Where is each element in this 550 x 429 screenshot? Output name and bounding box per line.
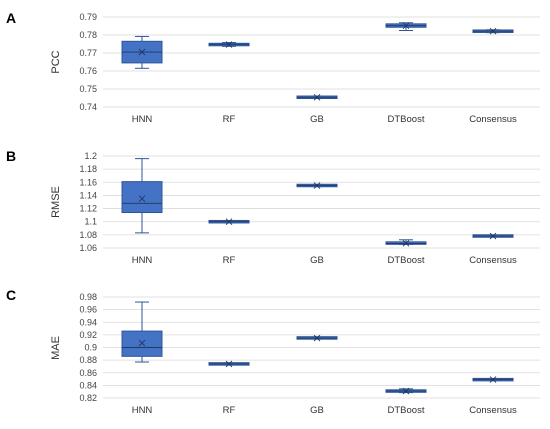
panel-b-letter: B	[6, 148, 16, 164]
mean-marker	[225, 218, 233, 226]
panel-a-category-label: HNN	[132, 114, 153, 125]
panel-b-box-consensus	[472, 232, 514, 240]
mean-marker	[489, 232, 497, 240]
panel-c-ytick-label: 0.86	[79, 368, 97, 378]
panel-a-ytick-label: 0.76	[79, 66, 97, 76]
panel-a-ytick-label: 0.75	[79, 84, 97, 94]
panel-a-category-label: DTBoost	[388, 114, 425, 125]
panel-b-ylabel: RMSE	[50, 186, 62, 218]
panel-a-category-label: Consensus	[469, 114, 517, 125]
panel-a-ytick-label: 0.79	[79, 12, 97, 22]
panel-c-box-hnn	[121, 301, 163, 363]
mean-marker	[489, 27, 497, 35]
panel-c-ytick-label: 0.88	[79, 355, 97, 365]
mean-marker	[489, 376, 497, 383]
panel-c-box-gb	[296, 334, 338, 342]
mean-marker	[138, 195, 146, 203]
panel-b-category-label: HNN	[132, 255, 153, 266]
panel-a-box-rf	[208, 41, 250, 48]
panel-c-ytick-label: 0.98	[79, 292, 97, 302]
panel-c-plot: 0.82 0.84 0.86 0.88 0.9 0.92 0.94 0.96 0.98 HNN RF…	[79, 292, 540, 416]
mean-marker	[313, 334, 321, 342]
panel-b-ytick-label: 1.16	[79, 177, 97, 187]
panel-c-category-label: DTBoost	[388, 405, 425, 416]
panel-c-ytick-label: 0.96	[79, 305, 97, 315]
panel-a-ytick-label: 0.74	[79, 102, 97, 112]
panel-c: C MAE 0.82 0.84 0.86 0.88 0.9 0.92 0.94 0.96 0.9…	[6, 287, 540, 416]
panel-c-category-label: HNN	[132, 405, 153, 416]
panel-b-category-label: GB	[310, 255, 324, 266]
panel-b-ytick-label: 1.2	[84, 151, 97, 161]
panel-a: A PCC 0.74 0.75 0.76 0.77 0.78 0.79 HNN RF GB DTB…	[6, 10, 540, 125]
panel-b-box-gb	[296, 182, 338, 189]
panel-b-ytick-label: 1.14	[79, 190, 97, 200]
panel-b-box-hnn	[121, 158, 163, 234]
panel-c-ytick-label: 0.84	[79, 380, 97, 390]
panel-c-ytick-label: 0.94	[79, 317, 97, 327]
mean-marker	[138, 48, 146, 56]
panel-a-ytick-label: 0.77	[79, 48, 97, 58]
panel-a-box-dtboost	[385, 22, 427, 31]
mean-marker	[402, 22, 410, 29]
panel-c-category-label: GB	[310, 405, 324, 416]
panel-c-box-rf	[208, 360, 250, 368]
panel-b-ytick-label: 1.18	[79, 164, 97, 174]
mean-marker	[138, 339, 146, 347]
panel-c-ytick-label: 0.82	[79, 393, 97, 403]
panel-b: B RMSE 1.06 1.08 1.1 1.12 1.14 1.16 1.18 1.2 HNN…	[6, 148, 540, 266]
panel-a-ylabel: PCC	[50, 50, 62, 73]
panel-c-category-label: Consensus	[469, 405, 517, 416]
panel-b-category-label: Consensus	[469, 255, 517, 266]
panel-a-letter: A	[6, 10, 16, 26]
iqr-box	[121, 181, 163, 214]
panel-c-ytick-label: 0.92	[79, 330, 97, 340]
panel-a-ytick-label: 0.78	[79, 30, 97, 40]
mean-marker	[225, 360, 233, 368]
panel-b-ytick-label: 1.08	[79, 230, 97, 240]
panel-b-category-label: RF	[223, 255, 236, 266]
mean-marker	[402, 239, 410, 247]
panel-b-ytick-label: 1.1	[84, 217, 97, 227]
panel-a-box-hnn	[121, 35, 163, 69]
panel-c-ytick-label: 0.9	[84, 343, 97, 353]
mean-marker	[313, 182, 321, 189]
panel-c-box-dtboost	[385, 387, 427, 395]
panel-a-category-label: GB	[310, 114, 324, 125]
panel-b-ytick-label: 1.12	[79, 204, 97, 214]
panel-b-ytick-label: 1.06	[79, 243, 97, 253]
panel-b-box-rf	[208, 218, 250, 226]
mean-marker	[313, 93, 321, 101]
panel-a-box-gb	[296, 93, 338, 101]
panel-c-letter: C	[6, 287, 16, 303]
panel-a-plot: 0.74 0.75 0.76 0.77 0.78 0.79 HNN RF GB DTBoost Co…	[79, 12, 540, 125]
panel-c-ylabel: MAE	[50, 336, 62, 360]
mean-marker	[402, 387, 410, 395]
panel-b-box-dtboost	[385, 239, 427, 247]
panel-c-box-consensus	[472, 376, 514, 383]
mean-marker	[225, 41, 233, 48]
panel-a-box-consensus	[472, 27, 514, 35]
panel-c-category-label: RF	[223, 405, 236, 416]
panel-b-category-label: DTBoost	[388, 255, 425, 266]
panel-b-plot: 1.06 1.08 1.1 1.12 1.14 1.16 1.18 1.2 HNN RF GB DTB…	[79, 151, 540, 266]
panel-a-category-label: RF	[223, 114, 236, 125]
